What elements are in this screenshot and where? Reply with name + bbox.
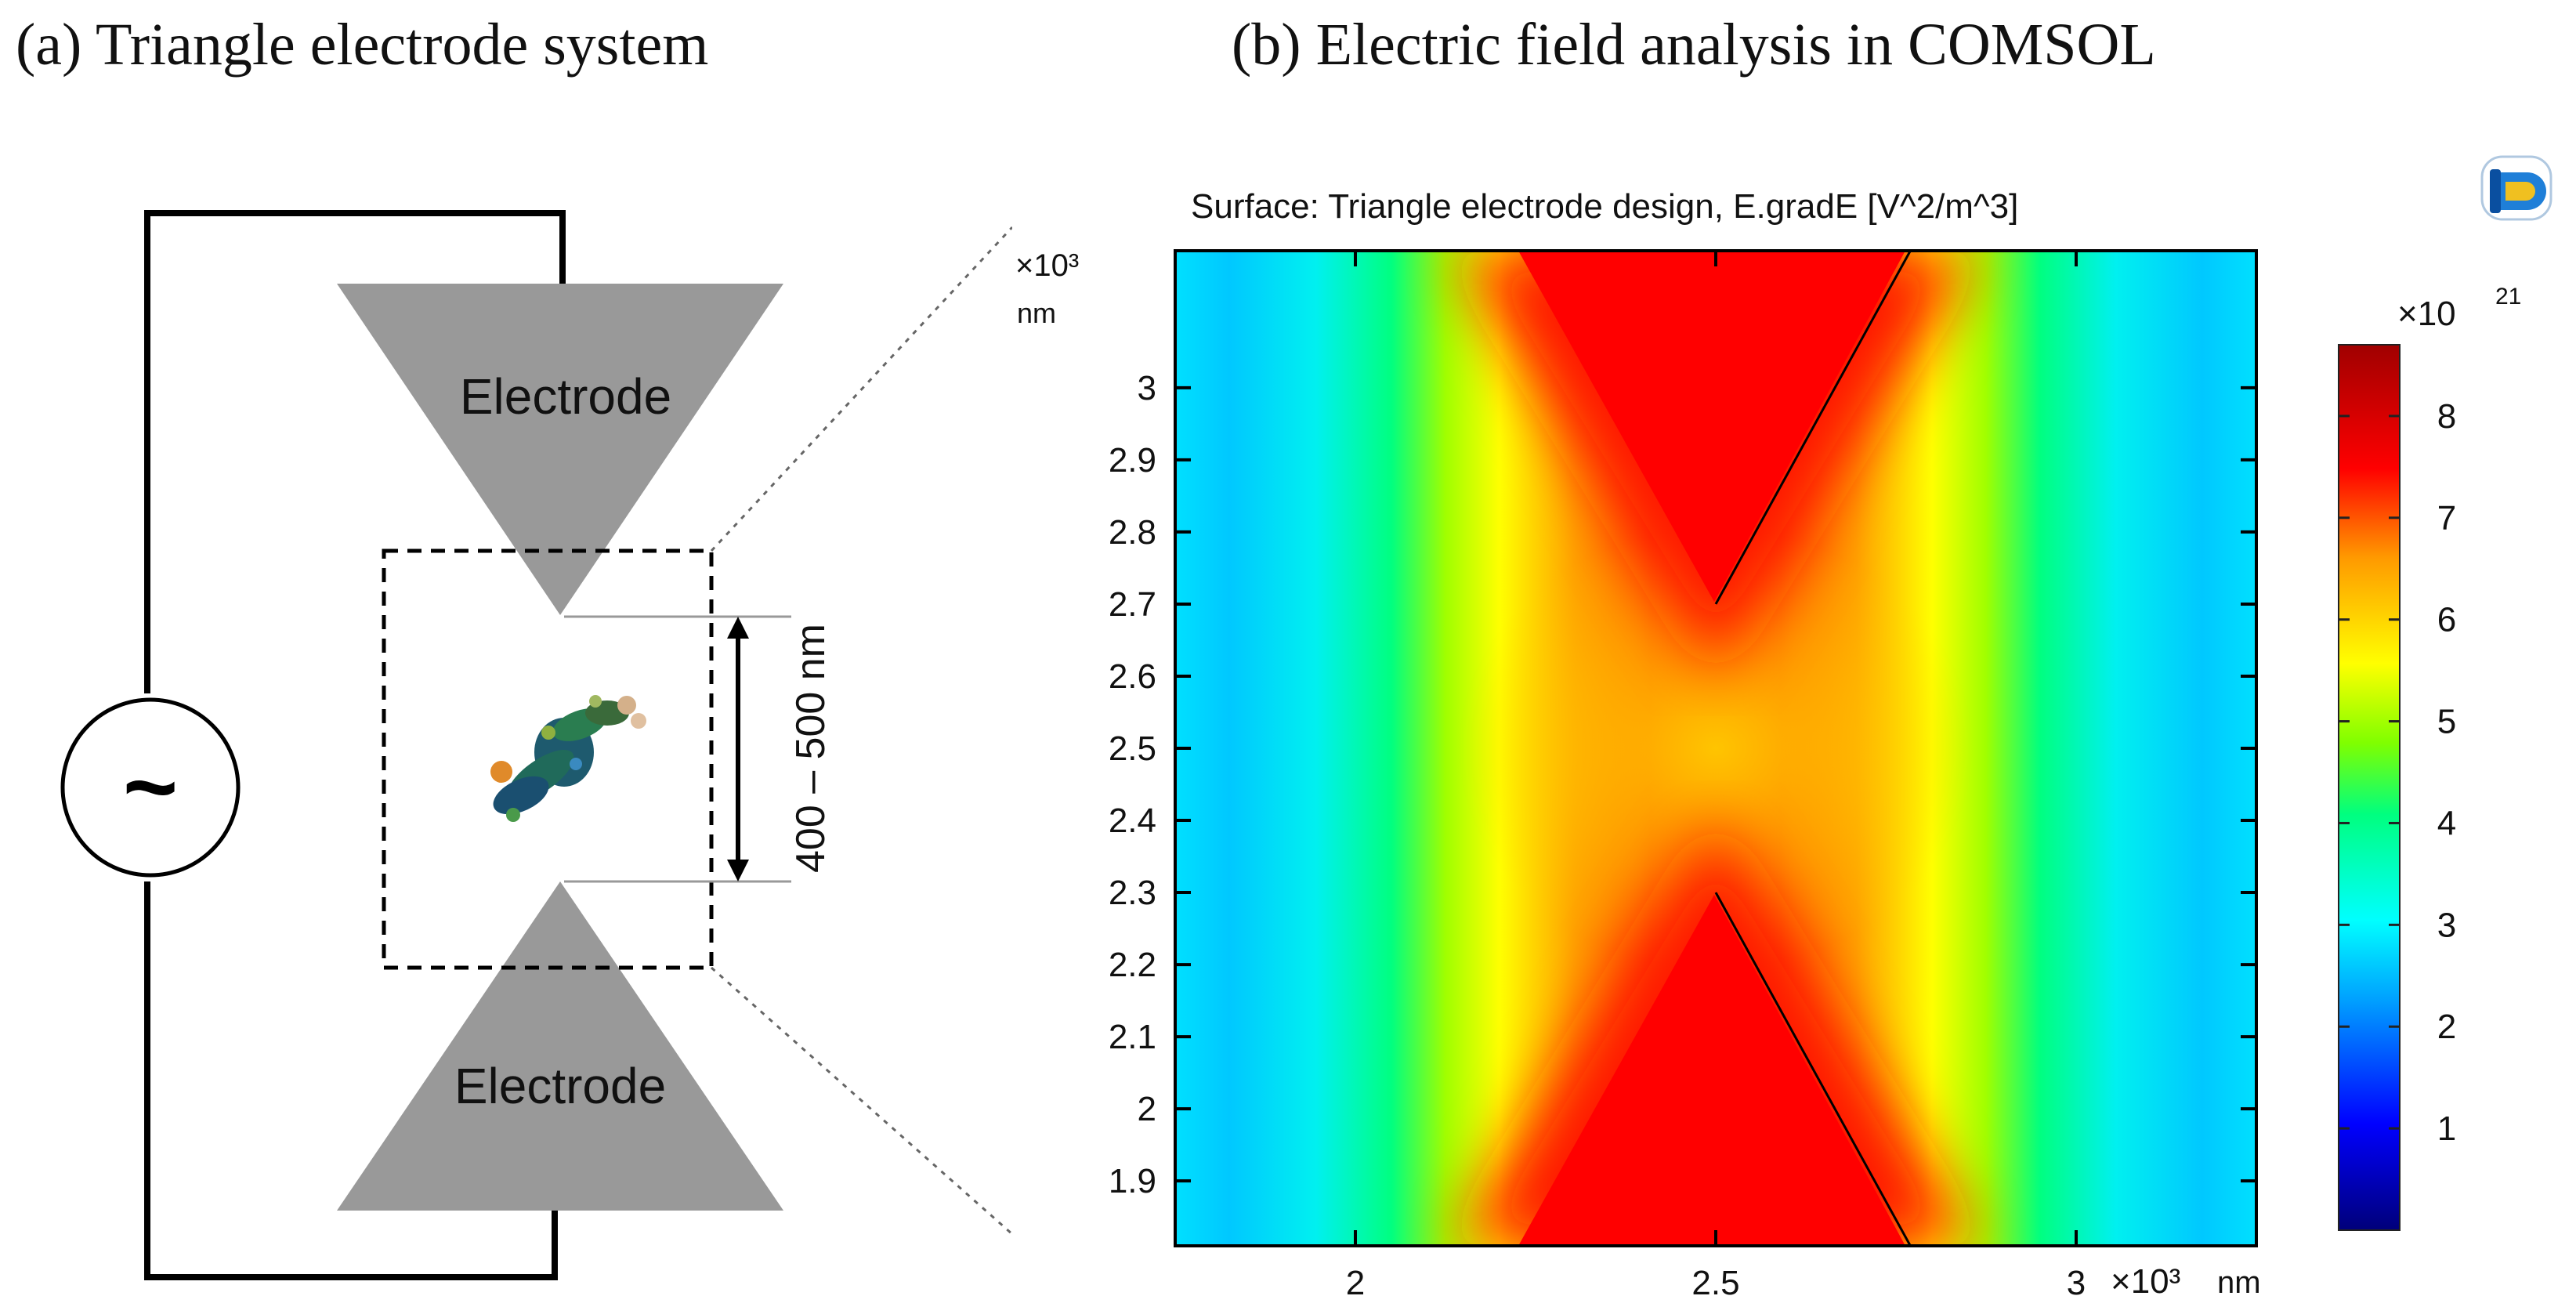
y-tick-label: 1.9 — [1109, 1162, 1156, 1200]
colorbar-tick-label: 8 — [2437, 397, 2456, 436]
top-electrode — [337, 284, 783, 615]
bottom-electrode-label: Electrode — [454, 1058, 666, 1114]
heatmap-surface — [1175, 251, 2256, 1246]
y-tick-label: 2 — [1138, 1090, 1156, 1128]
protein-molecule-icon — [490, 695, 646, 822]
y-tick-label: 2.6 — [1109, 657, 1156, 696]
colorbar-tick-label: 2 — [2437, 1008, 2456, 1046]
y-tick-label: 2.3 — [1109, 874, 1156, 912]
x-tick-label: 2 — [1346, 1264, 1365, 1302]
zoom-line-top — [710, 226, 1014, 552]
y-tick-label: 2.1 — [1109, 1018, 1156, 1056]
zoom-region-box — [382, 548, 714, 970]
colorbar-tick-label: 4 — [2437, 804, 2456, 842]
zoom-line-bottom — [711, 966, 1013, 1236]
y-tick-label: 3 — [1138, 369, 1156, 407]
x-axis: 2 2.5 3 — [1346, 251, 2086, 1302]
panel-b-title: (b) Electric field analysis in COMSOL — [1232, 12, 2156, 78]
y-tick-label: 2.5 — [1109, 729, 1156, 768]
top-electrode-label: Electrode — [460, 368, 671, 425]
y-tick-label: 2.8 — [1109, 513, 1156, 552]
x-tick-label: 3 — [2067, 1264, 2086, 1302]
y-tick-label: 2.2 — [1109, 946, 1156, 984]
y-tick-label: 2.4 — [1109, 802, 1156, 840]
x-tick-label: 2.5 — [1691, 1264, 1739, 1302]
colorbar-exponent: 21 — [2495, 284, 2521, 309]
y-axis-multiplier: ×10³ — [1015, 248, 1079, 283]
x-axis-multiplier: ×10³ — [2111, 1262, 2180, 1301]
gap-dimension: 400 – 500 nm — [564, 615, 834, 883]
ac-source-symbol: ~ — [123, 734, 178, 839]
colorbar-tick-label: 5 — [2437, 703, 2456, 741]
ac-source: ~ — [60, 697, 241, 878]
plot-title: Surface: Triangle electrode design, E.gr… — [1191, 187, 2018, 226]
colorbar — [2338, 344, 2401, 1231]
colorbar-tick-label: 7 — [2437, 499, 2456, 538]
gap-label: 400 – 500 nm — [788, 624, 834, 873]
colorbar-tick-label: 6 — [2437, 601, 2456, 639]
y-axis: 1.9 2 2.1 2.2 2.3 2.4 2.5 2.6 2.7 2.8 2.9 3 — [1109, 369, 2256, 1200]
bottom-electrode — [337, 881, 783, 1211]
panel-a-title: (a) Triangle electrode system — [16, 12, 709, 78]
colorbar-multiplier: ×10 — [2397, 295, 2456, 333]
y-tick-label: 2.9 — [1109, 441, 1156, 480]
y-tick-label: 2.7 — [1109, 585, 1156, 624]
colorbar-tick-label: 3 — [2437, 906, 2456, 944]
colorbar-tick-label: 1 — [2437, 1109, 2456, 1148]
comsol-logo-icon — [2480, 155, 2552, 221]
y-axis-unit: nm — [1017, 297, 1056, 329]
x-axis-unit: nm — [2217, 1265, 2261, 1300]
circuit-wires — [144, 210, 566, 1280]
colorbar-ticks: 1 2 3 4 5 6 7 8 — [2339, 397, 2456, 1148]
